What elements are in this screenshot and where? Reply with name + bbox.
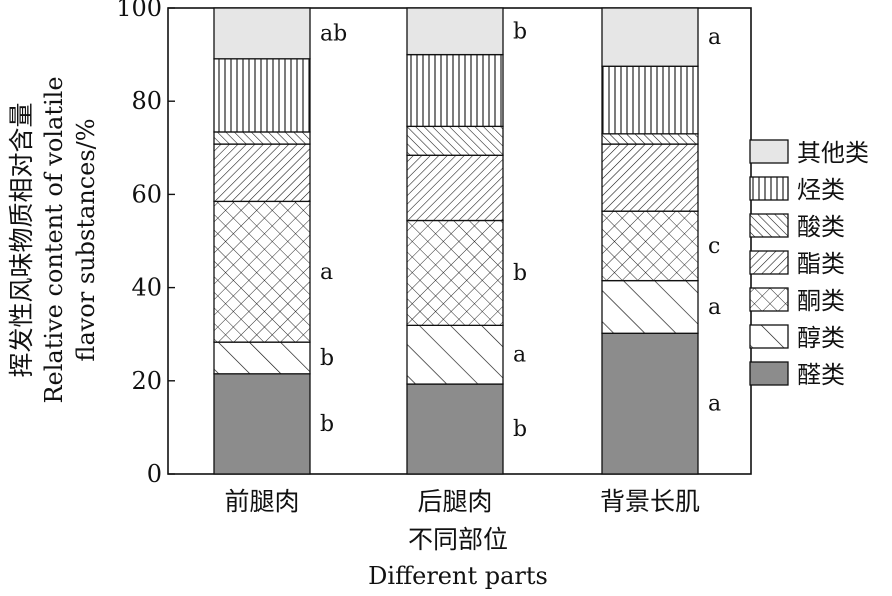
y-tick-label: 60 xyxy=(131,180,162,208)
bar-segment xyxy=(213,373,311,475)
x-tick-label: 背景长肌 xyxy=(600,487,700,516)
legend-label: 酯类 xyxy=(797,250,845,278)
y-axis-title-en-line2: flavor substances/% xyxy=(72,118,100,361)
bar-segment xyxy=(406,324,504,385)
x-axis-tick-labels: 前腿肉 后腿肉 背景长肌 xyxy=(224,487,700,516)
bar-segment xyxy=(213,143,311,203)
bar-segment xyxy=(601,65,699,135)
y-tick-label: 40 xyxy=(131,274,162,302)
y-axis-title-cn: 挥发性风味物质相对含量 xyxy=(7,102,36,377)
legend-swatch xyxy=(749,213,789,238)
bar-segment xyxy=(601,279,699,334)
bar-segment xyxy=(406,383,504,475)
y-axis-ticks: 0 20 40 60 80 100 xyxy=(116,0,175,488)
y-tick-label: 0 xyxy=(147,460,162,488)
significance-letter: b xyxy=(513,19,527,44)
bar-segment xyxy=(601,7,699,67)
significance-letter: a xyxy=(708,392,721,417)
bar-segment xyxy=(601,133,699,145)
y-tick-label: 20 xyxy=(131,367,162,395)
bar-segment xyxy=(601,143,699,212)
bar-segment xyxy=(213,7,311,60)
bar-segment xyxy=(406,154,504,222)
significance-letter: c xyxy=(708,234,720,259)
y-tick-label: 100 xyxy=(116,0,162,22)
legend-swatch xyxy=(749,324,789,349)
significance-letter: a xyxy=(708,25,721,50)
significance-letter: b xyxy=(513,261,527,286)
legend-swatch xyxy=(749,361,789,386)
x-tick-label: 前腿肉 xyxy=(224,487,299,516)
bar-segment xyxy=(406,219,504,326)
y-tick-label: 80 xyxy=(131,87,162,115)
legend-label: 烃类 xyxy=(797,176,845,204)
bar-segment xyxy=(601,210,699,282)
y-axis-title-en-line1: Relative content of volatile xyxy=(40,76,68,403)
legend-label: 醇类 xyxy=(797,324,845,352)
legend-label: 酸类 xyxy=(797,213,845,241)
bar-segment xyxy=(213,131,311,145)
legend-label: 醛类 xyxy=(797,361,845,389)
legend-label: 酮类 xyxy=(797,287,845,315)
significance-letter: b xyxy=(513,417,527,442)
bar-segment xyxy=(213,200,311,343)
bar-segment xyxy=(213,341,311,375)
significance-letter: ab xyxy=(320,21,347,46)
x-tick-label: 后腿肉 xyxy=(417,487,492,516)
x-axis-title-en: Different parts xyxy=(368,562,548,590)
legend-swatch xyxy=(749,287,789,312)
bar-segment xyxy=(213,58,311,133)
bar-segment xyxy=(406,7,504,56)
legend-swatch xyxy=(749,250,789,275)
legend-swatch xyxy=(749,139,789,164)
bar-segment xyxy=(406,53,504,128)
significance-letter: a xyxy=(708,295,721,320)
bar-segment xyxy=(601,332,699,475)
significance-letter: a xyxy=(320,260,333,285)
significance-letter: b xyxy=(320,412,334,437)
legend-swatch xyxy=(749,176,789,201)
x-axis-title-cn: 不同部位 xyxy=(408,525,508,554)
bar-segment xyxy=(406,125,504,156)
significance-letter: b xyxy=(320,346,334,371)
bars xyxy=(213,7,699,475)
legend-label: 其他类 xyxy=(797,139,869,167)
significance-letter: a xyxy=(513,343,526,368)
